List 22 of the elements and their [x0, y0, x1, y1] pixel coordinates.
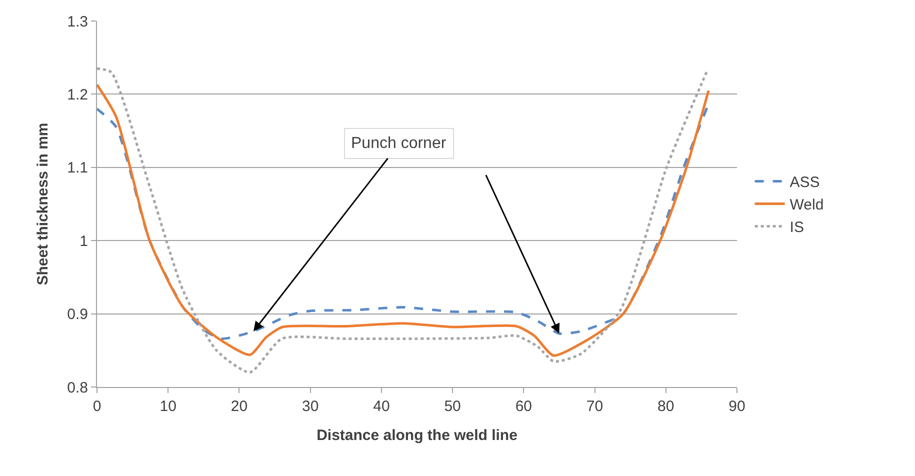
x-tick-label: 90 — [728, 398, 746, 415]
legend-label: ASS — [790, 174, 820, 192]
x-axis-title: Distance along the weld line — [316, 427, 518, 444]
x-tick-label: 20 — [230, 398, 248, 415]
annotation: Punch corner — [351, 135, 447, 152]
x-tick-label: 0 — [92, 398, 102, 415]
y-tick-label: 1.2 — [67, 86, 88, 104]
legend-label: IS — [790, 219, 804, 236]
y-tick-label: 0.9 — [67, 306, 88, 324]
y-tick-label: 1.3 — [67, 13, 88, 30]
y-tick-label: 1.1 — [67, 160, 88, 177]
legend-label: Weld — [790, 196, 824, 214]
y-axis-title: Sheet thickness in mm — [34, 122, 52, 286]
y-tick-label: 0.8 — [67, 379, 88, 396]
x-tick-label: 50 — [444, 398, 461, 415]
x-tick-label: 30 — [302, 398, 319, 415]
x-tick-label: 70 — [586, 398, 604, 415]
x-tick-label: 60 — [515, 398, 532, 415]
x-tick-label: 10 — [160, 398, 176, 415]
x-tick-label: 80 — [658, 398, 674, 415]
x-tick-label: 40 — [373, 398, 390, 415]
y-tick-label: 1 — [80, 232, 88, 250]
